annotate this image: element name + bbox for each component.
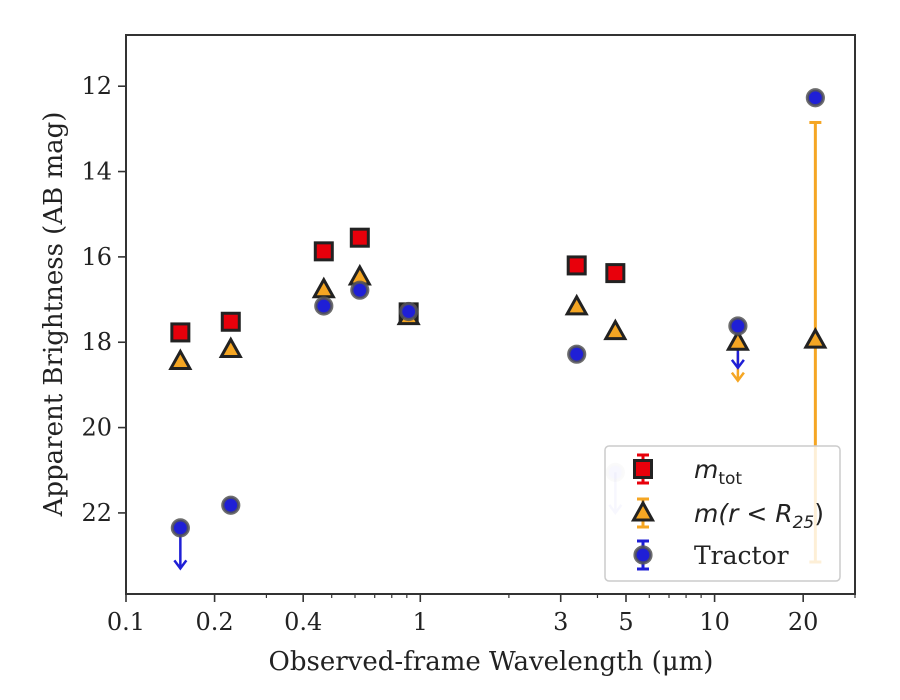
circle-shape: [805, 88, 825, 108]
circle-shape: [728, 316, 748, 336]
triangle-marker: [564, 293, 589, 316]
square-shape: [313, 241, 334, 262]
triangle-shape: [564, 293, 589, 316]
square-shape: [349, 227, 370, 248]
triangle-shape: [603, 318, 628, 341]
x-tick-label: 20: [788, 608, 819, 636]
square-shape: [605, 263, 626, 284]
circle-marker: [633, 545, 653, 565]
circle-shape: [399, 301, 419, 322]
square-marker: [220, 311, 241, 332]
triangle-marker: [218, 336, 243, 358]
x-tick-label: 0.4: [284, 608, 322, 636]
square-shape: [633, 459, 653, 479]
y-tick-label: 20: [81, 414, 112, 442]
circle-shape: [350, 280, 370, 300]
triangle-shape: [168, 348, 193, 370]
circle-marker: [350, 280, 370, 300]
x-tick-label: 1: [413, 608, 428, 636]
plot-area: [125, 34, 856, 595]
x-tick-label: 3: [553, 608, 568, 636]
y-tick-label: 14: [81, 158, 112, 186]
legend: mtot m(r < R25) Tractor: [604, 445, 841, 582]
square-marker: [349, 227, 370, 248]
circle-marker: [728, 316, 748, 336]
circle-shape: [314, 296, 334, 316]
x-tick-label: 0.1: [107, 608, 145, 636]
legend-label: Tractor: [694, 541, 789, 570]
triangle-marker: [630, 499, 656, 522]
x-tick-label: 0.2: [196, 608, 234, 636]
square-shape: [566, 255, 587, 276]
circle-shape: [633, 545, 653, 565]
triangle-shape: [311, 276, 336, 299]
circle-marker: [567, 344, 587, 364]
x-axis: 0.1 0.2 0.4 1 3 5 10 20: [107, 594, 856, 636]
legend-item: mtot: [633, 453, 742, 489]
circle-shape: [221, 495, 241, 515]
triangle-marker: [725, 329, 750, 351]
circle-marker: [399, 301, 419, 322]
legend-item: m(r < R25): [630, 497, 824, 533]
circle-marker: [805, 88, 825, 108]
y-axis-label: Apparent Brightness (AB mag): [39, 112, 69, 518]
circle-shape: [170, 518, 190, 538]
y-tick-label: 18: [81, 328, 112, 356]
legend-item: Tractor: [633, 539, 789, 571]
y-tick-label: 16: [81, 243, 112, 271]
square-marker: [566, 255, 587, 276]
triangle-shape: [725, 329, 750, 351]
arrow-head: [730, 359, 745, 370]
triangle-shape: [630, 499, 656, 522]
y-tick-label: 12: [81, 72, 112, 100]
circle-marker: [314, 296, 334, 316]
circle-marker: [170, 518, 190, 538]
y-tick-label: 22: [81, 499, 112, 527]
triangle-marker: [803, 327, 828, 349]
triangle-marker: [311, 276, 336, 299]
circle-marker: [221, 495, 241, 515]
triangle-shape: [218, 336, 243, 358]
square-marker: [605, 263, 626, 284]
plot-frame: [125, 34, 856, 595]
legend-label: mtot: [694, 455, 742, 489]
square-marker: [170, 322, 191, 343]
arrow-head: [730, 371, 745, 383]
square-marker: [313, 241, 334, 262]
triangle-shape: [803, 327, 828, 349]
triangle-marker: [168, 348, 193, 370]
circle-shape: [567, 344, 587, 364]
x-tick-label: 5: [618, 608, 633, 636]
x-tick-label: 10: [699, 608, 730, 636]
arrow-head: [173, 559, 188, 571]
square-marker: [633, 459, 653, 479]
triangle-marker: [603, 318, 628, 341]
legend-box: [604, 445, 841, 582]
y-axis: 12 14 16 18 20 22: [81, 72, 126, 527]
square-shape: [170, 322, 191, 343]
square-shape: [220, 311, 241, 332]
legend-label: m(r < R25): [694, 499, 824, 533]
x-axis-label: Observed-frame Wavelength (μm): [269, 647, 714, 677]
